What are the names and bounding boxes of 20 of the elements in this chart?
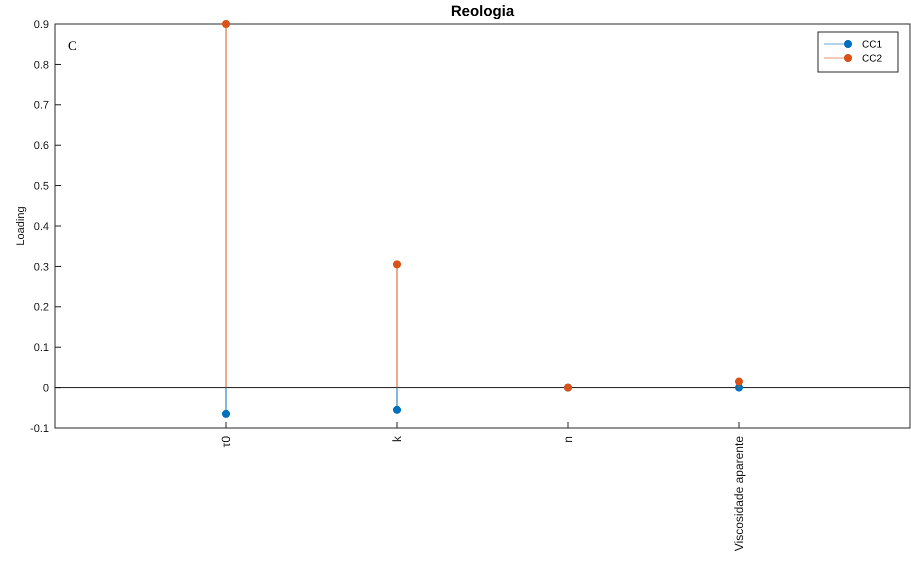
y-axis-title: Loading [15,206,27,246]
y-tick-label: 0.7 [34,100,49,112]
annotation: C [68,38,77,53]
chart-title: Reologia [450,3,515,20]
y-tick-label: 0.4 [34,220,49,233]
legend-label: CC1 [862,40,882,50]
x-tick-label: n [561,436,576,443]
x-tick-label: k [390,435,404,442]
y-tick-label: 0.8 [34,59,49,72]
y-tick-label: 0.5 [34,180,49,192]
y-tick-label: 0.6 [34,140,49,152]
y-tick-label: 0.9 [34,18,49,31]
legend-label: CC2 [862,54,882,64]
x-tick-label: Viscosidade aparente [732,436,746,552]
y-tick-label: -0.1 [30,422,49,435]
x-tick-label: τ0 [219,436,234,448]
y-tick-label: 0.2 [34,302,49,314]
y-tick-label: 0.1 [34,342,49,354]
y-tick-label: 0 [42,382,49,394]
y-tick-label: 0.3 [34,261,49,274]
